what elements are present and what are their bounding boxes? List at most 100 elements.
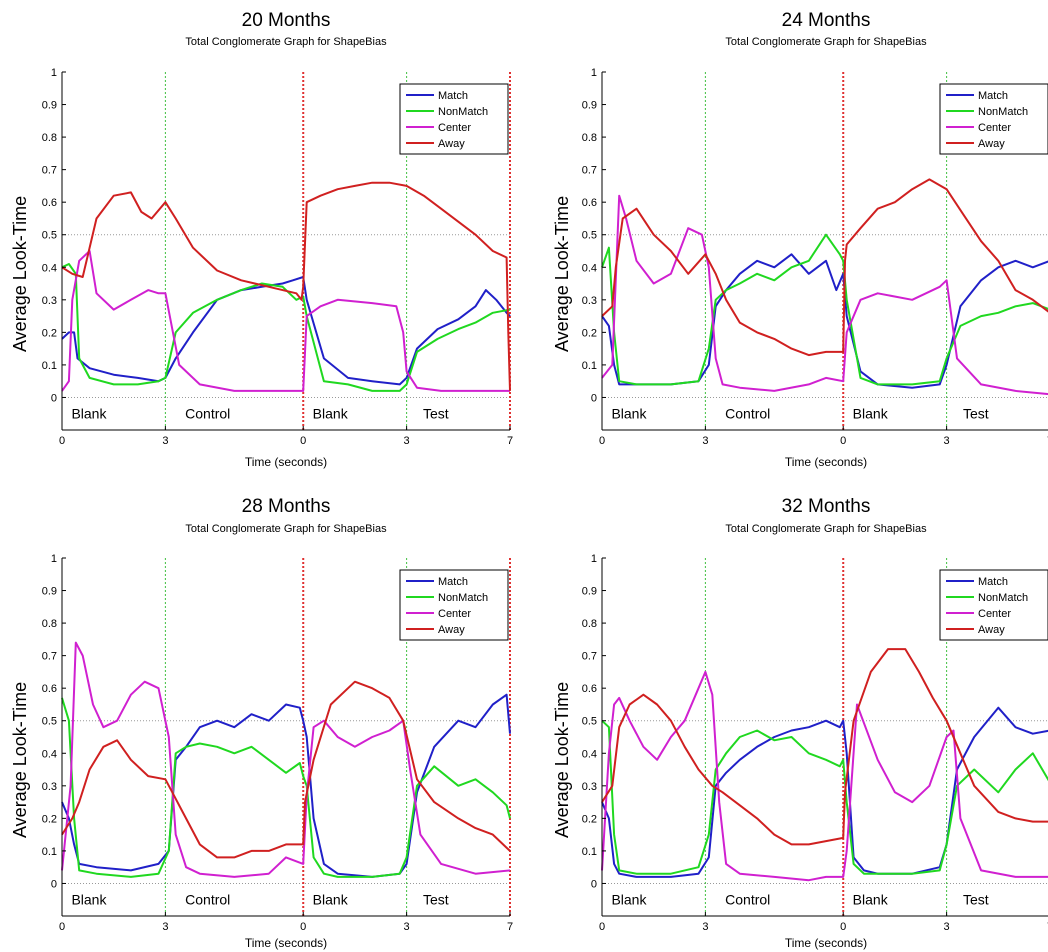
plot-area: 0 0.1 0.2 0.3 0.4 0.5 0.6 0.7 0.8 0.9 1 0 3 0 3 7 Blank C… — [42, 67, 513, 447]
chart-panel-32-months: 32 Months Total Conglomerate Graph for S… — [542, 476, 1048, 952]
y-tick-label: 0.6 — [42, 683, 57, 695]
x-tick-label: 3 — [404, 435, 410, 447]
y-tick-label: 0.6 — [582, 197, 597, 209]
series-line-center — [61, 641, 511, 878]
legend-label: Match — [978, 90, 1008, 102]
phase-label: Blank — [611, 892, 647, 908]
y-tick-label: 0.9 — [582, 100, 597, 112]
y-tick-label: 0.4 — [582, 748, 597, 760]
y-tick-label: 0.7 — [582, 651, 597, 663]
series-line-away — [601, 648, 1048, 846]
phase-label: Blank — [853, 406, 889, 422]
legend-label: Away — [978, 138, 1005, 150]
legend-label: Center — [978, 608, 1011, 620]
y-tick-label: 0 — [51, 392, 57, 404]
chart-subtitle: Total Conglomerate Graph for ShapeBias — [725, 36, 927, 48]
y-tick-label: 0.5 — [582, 716, 597, 728]
phase-label: Blank — [71, 406, 107, 422]
legend-label: NonMatch — [438, 592, 488, 604]
x-axis-label: Time (seconds) — [784, 936, 868, 950]
x-tick-label: 0 — [59, 435, 65, 447]
x-tick-label: 0 — [599, 435, 605, 447]
y-tick-label: 1 — [591, 553, 597, 565]
chart-panel-24-months: 24 Months Total Conglomerate Graph for S… — [542, 0, 1048, 476]
phase-label: Control — [725, 892, 770, 908]
y-tick-label: 0.8 — [42, 132, 57, 144]
legend-label: Center — [438, 608, 471, 620]
x-tick-label: 3 — [944, 435, 950, 447]
x-axis-label: Time (seconds) — [244, 936, 328, 950]
plot-area: 0 0.1 0.2 0.3 0.4 0.5 0.6 0.7 0.8 0.9 1 0 3 0 3 7 Blank C… — [42, 553, 513, 933]
y-tick-label: 0.1 — [582, 360, 597, 372]
series-line-away — [601, 178, 1048, 357]
chart-title: 20 Months — [241, 10, 331, 31]
legend-label: Away — [438, 138, 465, 150]
x-tick-label: 0 — [599, 921, 605, 933]
y-tick-label: 0.7 — [42, 651, 57, 663]
legend-label: NonMatch — [438, 106, 488, 118]
x-tick-label: 0 — [300, 921, 306, 933]
y-tick-label: 1 — [51, 553, 57, 565]
series-line-away — [61, 181, 511, 391]
y-tick-label: 1 — [51, 67, 57, 79]
chart-subtitle: Total Conglomerate Graph for ShapeBias — [725, 523, 927, 535]
chart-panel-28-months: 28 Months Total Conglomerate Graph for S… — [0, 476, 524, 952]
chart-title: 28 Months — [241, 496, 331, 517]
y-tick-label: 0.4 — [42, 748, 57, 760]
chart-title: 24 Months — [781, 10, 871, 31]
y-tick-label: 1 — [591, 67, 597, 79]
y-tick-label: 0.2 — [582, 813, 597, 825]
y-tick-label: 0.3 — [42, 781, 57, 793]
x-tick-label: 3 — [404, 921, 410, 933]
x-tick-label: 7 — [1047, 921, 1048, 933]
y-tick-label: 0.8 — [582, 618, 597, 630]
x-tick-label: 0 — [840, 435, 846, 447]
x-axis-label: Time (seconds) — [784, 455, 868, 469]
x-tick-label: 0 — [300, 435, 306, 447]
series-line-center — [61, 250, 510, 392]
y-tick-label: 0.2 — [42, 327, 57, 339]
series-line-nonmatch — [61, 263, 511, 392]
y-tick-label: 0 — [51, 878, 57, 890]
y-tick-label: 0.8 — [42, 618, 57, 630]
x-tick-label: 3 — [944, 921, 950, 933]
x-tick-label: 0 — [840, 921, 846, 933]
y-tick-label: 0.4 — [582, 262, 597, 274]
legend-label: Away — [438, 624, 465, 636]
chart-subtitle: Total Conglomerate Graph for ShapeBias — [185, 523, 387, 535]
y-tick-label: 0.6 — [42, 197, 57, 209]
y-tick-label: 0.3 — [42, 295, 57, 307]
x-tick-label: 7 — [507, 435, 513, 447]
y-tick-label: 0.3 — [582, 295, 597, 307]
phase-label: Blank — [853, 892, 889, 908]
plot-area: 0 0.1 0.2 0.3 0.4 0.5 0.6 0.7 0.8 0.9 1 0 3 0 3 7 Blank C… — [582, 67, 1048, 447]
phase-label: Control — [185, 892, 230, 908]
legend-label: Away — [978, 624, 1005, 636]
x-tick-label: 7 — [507, 921, 513, 933]
series-line-nonmatch — [601, 233, 1048, 386]
series-line-center — [601, 194, 1048, 396]
y-tick-label: 0 — [591, 878, 597, 890]
y-tick-label: 0.7 — [42, 165, 57, 177]
series-line-match — [61, 276, 511, 386]
x-tick-label: 3 — [702, 921, 708, 933]
y-tick-label: 0.4 — [42, 262, 57, 274]
x-axis-label: Time (seconds) — [244, 455, 328, 469]
chart-panel-20-months: 20 Months Total Conglomerate Graph for S… — [0, 0, 524, 476]
legend-label: NonMatch — [978, 592, 1028, 604]
chart-subtitle: Total Conglomerate Graph for ShapeBias — [185, 36, 387, 48]
series-line-match — [61, 693, 511, 878]
phase-label: Control — [185, 406, 230, 422]
x-tick-label: 3 — [162, 435, 168, 447]
phase-label: Blank — [313, 406, 349, 422]
legend-label: Match — [438, 90, 468, 102]
phase-label: Test — [423, 406, 449, 422]
x-tick-label: 7 — [1047, 435, 1048, 447]
x-tick-label: 3 — [702, 435, 708, 447]
y-tick-label: 0 — [591, 392, 597, 404]
y-tick-label: 0.5 — [42, 716, 57, 728]
y-tick-label: 0.1 — [42, 360, 57, 372]
y-tick-label: 0.9 — [42, 100, 57, 112]
legend-label: Match — [978, 576, 1008, 588]
chart-title: 32 Months — [781, 496, 871, 517]
